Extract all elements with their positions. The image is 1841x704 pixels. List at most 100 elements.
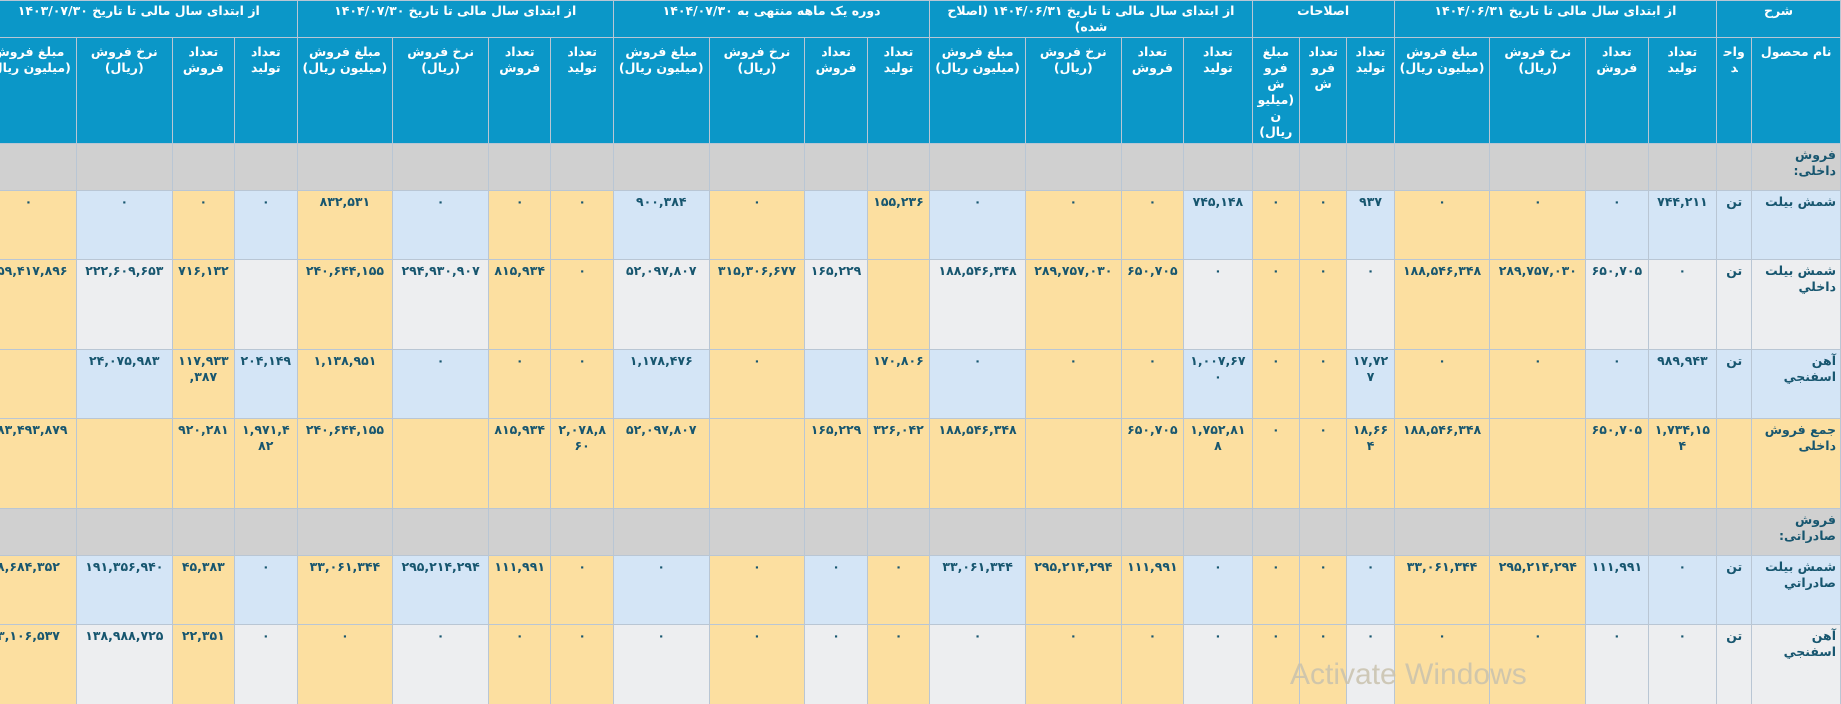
- cell-value: [1585, 508, 1649, 556]
- cell-value: ۲۲۲,۶۰۹,۶۵۳: [75, 259, 173, 350]
- cell-value: ۰: [1251, 349, 1301, 419]
- cell-value: ۰: [1298, 190, 1348, 260]
- col-g6-sales-amt: مبلغ فروش (میلیون ریال): [296, 37, 394, 144]
- cell-value: ۰: [612, 555, 710, 625]
- table-row: آهن اسفنجي تن ۰ ۰ ۰ ۰ ۰ ۰ ۰ ۰ ۰ ۰ ۰ ۰ ۰ ۰ ۰ ۰ ۰ ۰ ۰ ۰ ۲۲,۳۵۱ ۱۳…: [0, 624, 1841, 704]
- col-g2-sales-qty: تعداد فروش: [1585, 37, 1649, 144]
- table-header: شرح از ابتدای سال مالی تا تاریخ ۱۴۰۴/۰۶/…: [0, 0, 1841, 144]
- cell-value: ۰: [1183, 259, 1253, 350]
- cell-value: ۰: [1647, 259, 1718, 350]
- col-g3-production: تعداد تولید: [1346, 37, 1395, 144]
- cell-value: [804, 190, 868, 260]
- cell-value: ۱۸۸,۵۴۶,۳۴۸: [929, 259, 1026, 350]
- cell-value: [1489, 508, 1587, 556]
- header-group-ytd-0730: از ابتدای سال مالی تا تاریخ ۱۴۰۴/۰۷/۳۰: [296, 0, 614, 38]
- cell-value: [75, 143, 173, 191]
- cell-value: ۰: [1393, 190, 1491, 260]
- col-g5-sales-qty: تعداد فروش: [804, 37, 868, 144]
- cell-value: ۰: [708, 555, 806, 625]
- cell-value: ۲۸۹,۷۵۷,۰۳۰: [1024, 259, 1122, 350]
- cell-value: ۲۴۰,۶۴۴,۱۵۵: [296, 418, 394, 509]
- cell-value: ۰: [234, 624, 298, 704]
- cell-value: ۰: [1024, 349, 1122, 419]
- cell-value: ۲۸۹,۷۵۷,۰۳۰: [1489, 259, 1587, 350]
- cell-value: ۵۲,۰۹۷,۸۰۷: [612, 418, 710, 509]
- cell-value: ۳۳,۰۶۱,۳۴۴: [1393, 555, 1491, 625]
- cell-value: ۲۹۴,۹۳۰,۹۰۷: [392, 259, 489, 350]
- col-g7-sales-amt: مبلغ فروش (میلیون ریال): [0, 37, 77, 144]
- cell-value: ۰: [929, 624, 1026, 704]
- cell-product-name: شمش بیلت: [1751, 190, 1841, 260]
- cell-value: ۱,۱۷۸,۴۷۶: [612, 349, 710, 419]
- cell-unit: [1716, 508, 1753, 556]
- cell-value: ۲۹۵,۲۱۴,۲۹۴: [1489, 555, 1587, 625]
- cell-value: [1251, 508, 1301, 556]
- col-g5-sales-rate: نرخ فروش (ریال): [708, 37, 806, 144]
- cell-value: ۱۹۱,۳۵۶,۹۴۰: [75, 555, 173, 625]
- cell-value: ۰: [392, 624, 489, 704]
- cell-value: [1489, 143, 1587, 191]
- cell-value: ۰: [1393, 624, 1491, 704]
- cell-value: ۱۸۸,۵۴۶,۳۴۸: [1393, 259, 1491, 350]
- cell-value: [1585, 143, 1649, 191]
- cell-value: ۲۲,۳۵۱: [171, 624, 236, 704]
- cell-value: ۲۹۵,۲۱۴,۲۹۴: [392, 555, 489, 625]
- header-group-ytd-0631-adjusted: از ابتدای سال مالی تا تاریخ ۱۴۰۴/۰۶/۳۱ (…: [929, 0, 1253, 38]
- cell-value: ۹۳۷: [1346, 190, 1395, 260]
- cell-value: ۲۰۴,۱۴۹: [234, 349, 298, 419]
- cell-value: [612, 143, 710, 191]
- cell-product-name: آهن اسفنجي: [1751, 624, 1841, 704]
- header-group-adjust: اصلاحات: [1251, 0, 1395, 38]
- cell-value: ۸,۶۸۴,۳۵۲: [0, 555, 77, 625]
- cell-value: [75, 508, 173, 556]
- table-row: شمش بیلت صادراتي تن ۰ ۱۱۱,۹۹۱ ۲۹۵,۲۱۴,۲۹۴ ۳۳,…: [0, 555, 1841, 625]
- cell-unit: تن: [1716, 259, 1753, 350]
- cell-value: [1251, 143, 1301, 191]
- cell-value: ۰: [550, 190, 614, 260]
- cell-value: ۶۵۰,۷۰۵: [1585, 259, 1649, 350]
- header-subcolumn-row: نام محصول واحد تعداد تولید تعداد فروش نر…: [0, 37, 1841, 144]
- cell-unit: تن: [1716, 349, 1753, 419]
- cell-value: ۰: [1489, 190, 1587, 260]
- cell-value: [929, 508, 1026, 556]
- cell-value: ۳۲۶,۰۴۲: [866, 418, 931, 509]
- cell-value: ۲,۰۷۸,۸۶۰: [550, 418, 614, 509]
- cell-unit: [1716, 418, 1753, 509]
- cell-value: [866, 259, 931, 350]
- cell-value: ۱۱۷,۹۳۳,۳۸۷: [171, 349, 236, 419]
- col-g5-production: تعداد تولید: [866, 37, 931, 144]
- cell-value: ۱,۷۵۲,۸۱۸: [1183, 418, 1253, 509]
- cell-value: ۰: [1298, 624, 1348, 704]
- cell-value: ۱۸۳,۴۹۳,۸۷۹: [0, 418, 77, 509]
- cell-value: ۲۹۵,۲۱۴,۲۹۴: [1024, 555, 1122, 625]
- col-g6-production: تعداد تولید: [550, 37, 614, 144]
- cell-value: ۰: [1024, 190, 1122, 260]
- col-g7-sales-rate: نرخ فروش (ریال): [75, 37, 173, 144]
- cell-value: ۱۶۵,۲۲۹: [804, 259, 868, 350]
- cell-value: ۱۵۹,۴۱۷,۸۹۶: [0, 259, 77, 350]
- cell-value: [1183, 508, 1253, 556]
- col-g2-sales-rate: نرخ فروش (ریال): [1489, 37, 1587, 144]
- section-row: فروش صادراتی:: [0, 508, 1841, 556]
- cell-unit: تن: [1716, 190, 1753, 260]
- cell-value: ۷۴۴,۲۱۱: [1647, 190, 1718, 260]
- table-row: شمش بیلت تن ۷۴۴,۲۱۱ ۰ ۰ ۰ ۹۳۷ ۰ ۰ ۷۴۵,۱۴۸ ۰ ۰ ۰ ۱۵۵,۲…: [0, 190, 1841, 260]
- cell-value: ۰: [550, 624, 614, 704]
- cell-value: [1647, 143, 1718, 191]
- cell-value: ۳۱۵,۳۰۶,۶۷۷: [708, 259, 806, 350]
- cell-value: [1346, 143, 1395, 191]
- cell-value: [234, 143, 298, 191]
- cell-value: ۰: [1298, 555, 1348, 625]
- table-body: فروش داخلی: شمش بیلت تن ۷۴۴,۲۱۱ ۰ ۰ ۰ ۹۳۷ ۰ ۰ ۷۴۵,…: [0, 143, 1841, 704]
- cell-value: ۱۵۵,۲۳۶: [866, 190, 931, 260]
- cell-value: [1346, 508, 1395, 556]
- cell-value: ۱۸۸,۵۴۶,۳۴۸: [1393, 418, 1491, 509]
- cell-value: [392, 508, 489, 556]
- cell-value: [0, 508, 77, 556]
- cell-value: [1393, 508, 1491, 556]
- col-g6-sales-qty: تعداد فروش: [487, 37, 552, 144]
- cell-value: [392, 143, 489, 191]
- cell-value: ۰: [1251, 259, 1301, 350]
